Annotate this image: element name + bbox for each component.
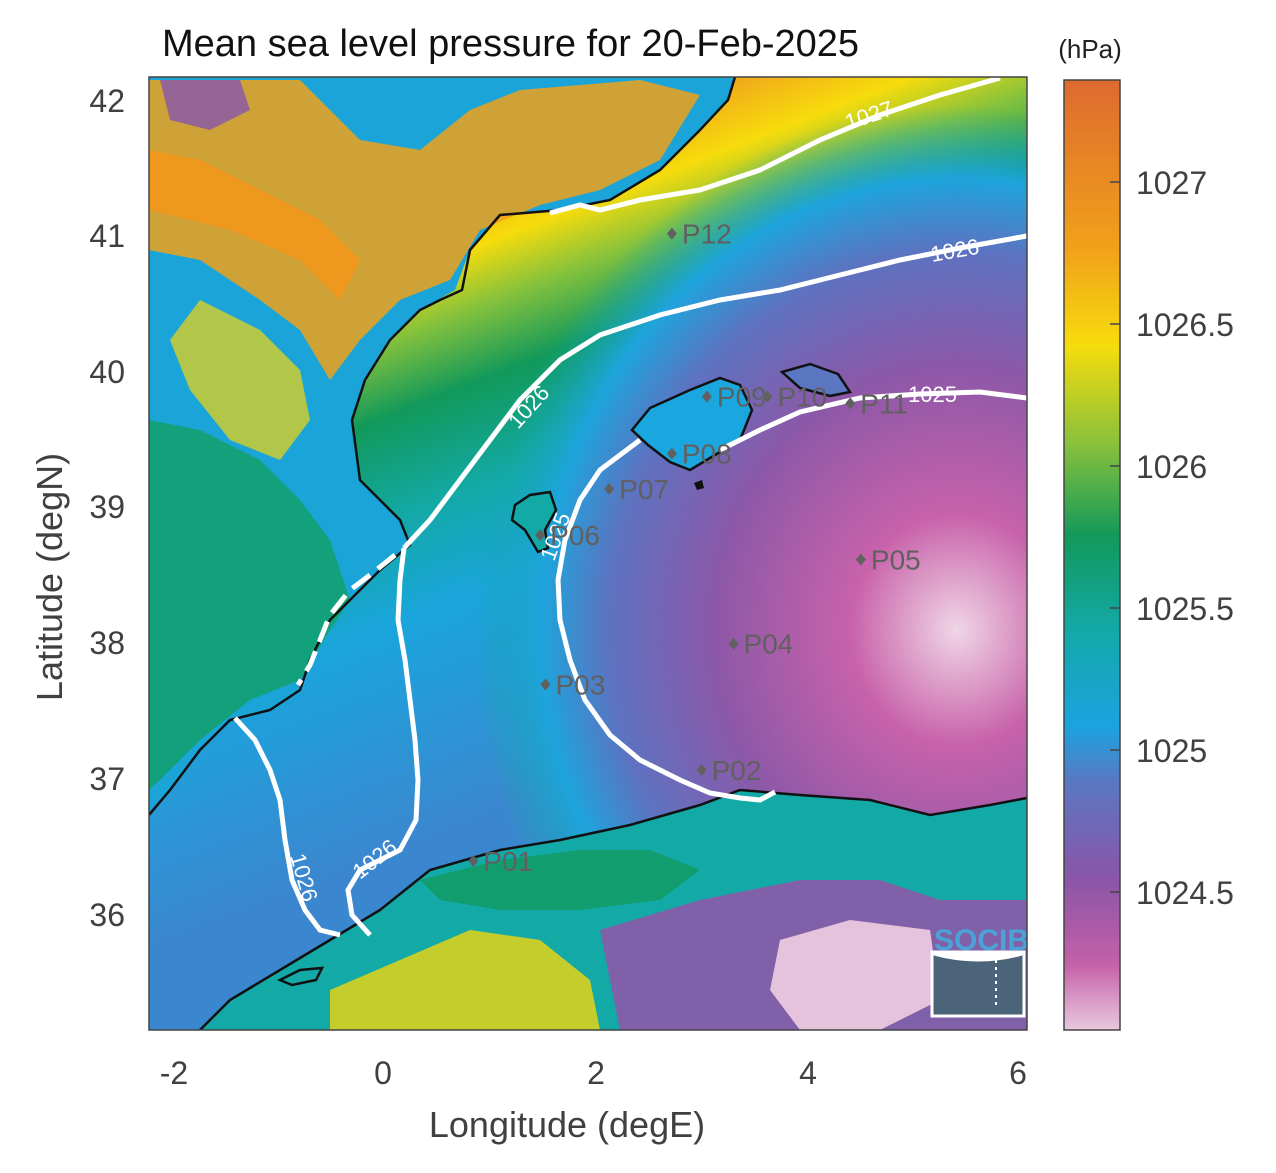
- iberia-coastline: [149, 77, 737, 816]
- station-label: P10: [777, 382, 827, 413]
- isobar-1026-coastal: [295, 553, 397, 687]
- alboran-islet: [276, 966, 325, 987]
- y-tick-label: 37: [89, 761, 125, 797]
- station-label: P07: [619, 474, 669, 505]
- africa-land-yellow: [330, 930, 600, 1030]
- socib-logo-text: SOCIB: [934, 924, 1029, 957]
- station-p07: P07: [604, 474, 669, 505]
- station-marker-icon: [696, 764, 707, 777]
- iberia-land-mid: [149, 80, 700, 380]
- colorbar-tick-label: 1024.5: [1136, 875, 1234, 911]
- x-axis: -2 0 2 4 6 Longitude (degE): [160, 1055, 1027, 1145]
- station-marker-icon: [701, 390, 712, 403]
- map-title: Mean sea level pressure for 20-Feb-2025: [162, 23, 859, 65]
- station-p03: P03: [540, 669, 605, 700]
- station-marker-icon: [535, 529, 546, 542]
- station-label: P02: [712, 755, 762, 786]
- colorbar-tick-label: 1027: [1136, 165, 1207, 201]
- colorbar-tick-label: 1026: [1136, 449, 1207, 485]
- station-p11: P11: [845, 388, 908, 419]
- y-tick-label: 38: [89, 625, 125, 661]
- station-p08: P08: [666, 439, 732, 470]
- map-area: 1027 1026 1026 1025 1025 1026 1026 P01P0…: [149, 77, 1029, 1030]
- colorbar-tick-label: 1025: [1136, 733, 1207, 769]
- station-p02: P02: [696, 755, 762, 786]
- station-marker-icon: [728, 637, 739, 650]
- station-label: P05: [871, 545, 921, 576]
- colorbar-unit: (hPa): [1058, 34, 1122, 64]
- station-label: P04: [743, 629, 793, 660]
- station-p10: P10: [762, 382, 827, 413]
- station-label: P06: [550, 520, 600, 551]
- iberia-land-purple: [160, 80, 250, 130]
- station-marker-icon: [666, 447, 677, 460]
- iberia-land-green: [149, 420, 350, 790]
- y-axis: 42 41 40 39 38 37 36 Latitude (degN): [29, 83, 125, 933]
- cabrera-island: [694, 480, 704, 490]
- y-tick-label: 36: [89, 897, 125, 933]
- africa-land-pink: [770, 920, 940, 1030]
- isobar-1026-west: [233, 716, 341, 938]
- station-label: P12: [682, 219, 732, 250]
- station-label: P09: [717, 382, 767, 413]
- y-tick-label: 41: [89, 218, 125, 254]
- y-tick-label: 42: [89, 83, 125, 119]
- x-tick-label: 4: [799, 1055, 817, 1091]
- station-label: P11: [860, 388, 908, 419]
- station-marker-icon: [845, 397, 856, 410]
- iberia-land-yellow: [170, 300, 310, 460]
- station-p01: P01: [468, 846, 533, 877]
- station-label: P08: [682, 439, 732, 470]
- station-marker-icon: [540, 678, 551, 691]
- station-marker-icon: [604, 482, 615, 495]
- isobar-1025: [555, 389, 1027, 803]
- station-marker-icon: [762, 390, 773, 403]
- station-p06: P06: [535, 520, 600, 551]
- x-tick-label: -2: [160, 1055, 188, 1091]
- socib-logo: SOCIB: [930, 924, 1029, 1018]
- isobar-label-1025-east: 1025: [908, 382, 957, 407]
- colorbar-tick-label: 1026.5: [1136, 307, 1234, 343]
- isobar-1026-north: [402, 233, 1027, 550]
- station-marker-icon: [468, 855, 479, 868]
- x-axis-label: Longitude (degE): [429, 1104, 705, 1145]
- station-marker-icon: [666, 227, 677, 240]
- x-tick-label: 6: [1009, 1055, 1027, 1091]
- y-axis-label: Latitude (degN): [29, 453, 70, 701]
- station-label: P01: [483, 846, 533, 877]
- africa-land-green: [420, 850, 700, 910]
- station-marker-icon: [855, 553, 866, 566]
- colorbar-tick-label: 1025.5: [1136, 591, 1234, 627]
- x-tick-label: 0: [374, 1055, 392, 1091]
- station-p09: P09: [701, 382, 767, 413]
- africa-coastline: [199, 788, 1027, 1030]
- station-p04: P04: [728, 629, 793, 660]
- map-frame: [148, 76, 1028, 1031]
- station-p12: P12: [666, 219, 732, 250]
- colorbar: (hPa) 1027 1026.5 1026 1025.5 1025 1024.…: [1058, 34, 1234, 1031]
- x-tick-label: 2: [587, 1055, 605, 1091]
- station-markers: P01 P02 P03 P04 P05 P06 P07 P08 P09 P10 P11 P12: [468, 219, 921, 877]
- y-tick-label: 39: [89, 489, 125, 525]
- isobar-1026-south: [345, 547, 421, 937]
- ibiza-island: [510, 490, 558, 554]
- station-p05: P05: [855, 545, 921, 576]
- colorbar-gradient: [1063, 79, 1121, 1031]
- station-label: P03: [555, 669, 605, 700]
- isobar-1027: [549, 77, 1001, 216]
- menorca-island: [779, 362, 853, 398]
- y-tick-label: 40: [89, 354, 125, 390]
